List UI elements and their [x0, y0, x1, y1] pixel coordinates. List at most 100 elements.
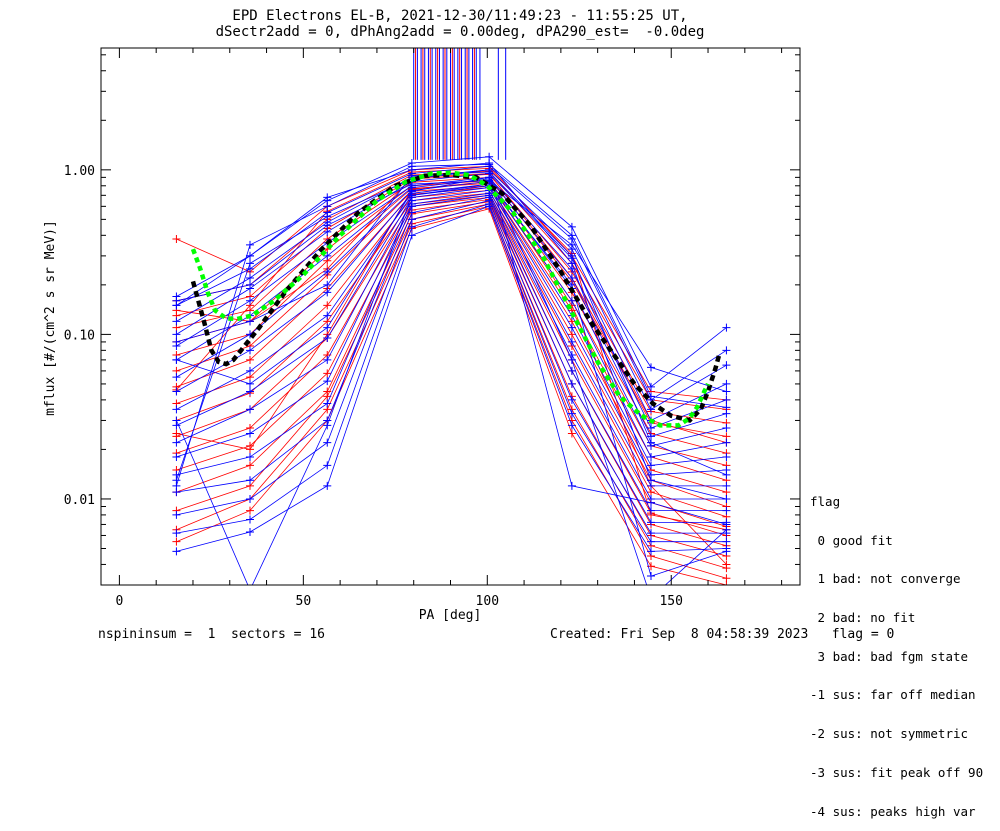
data-point-marker — [323, 193, 332, 202]
data-point-marker — [172, 429, 181, 438]
data-point-marker — [323, 212, 332, 221]
fit-curve-black — [190, 172, 722, 423]
series-line — [176, 189, 727, 507]
data-point-marker — [245, 296, 254, 305]
data-point-marker — [567, 481, 576, 490]
series-line — [176, 192, 727, 500]
data-point-marker — [172, 330, 181, 339]
data-point-marker — [567, 409, 576, 418]
data-point-marker — [722, 361, 731, 370]
data-point-marker — [245, 346, 254, 355]
footer-created-info: Created: Fri Sep 8 04:58:39 2023 flag = … — [550, 627, 895, 642]
data-point-marker — [172, 547, 181, 556]
data-point-marker — [567, 366, 576, 375]
series-line — [176, 162, 727, 500]
x-axis-label: PA [deg] — [419, 608, 482, 623]
data-point-marker — [323, 399, 332, 408]
series-line — [176, 183, 727, 585]
series-line — [176, 176, 727, 429]
data-point-marker — [567, 323, 576, 332]
data-point-marker — [172, 529, 181, 538]
data-point-marker — [172, 317, 181, 326]
data-point-marker — [722, 506, 731, 515]
data-point-marker — [567, 330, 576, 339]
data-point-marker — [323, 323, 332, 332]
data-point-marker — [722, 423, 731, 432]
data-point-marker — [647, 547, 656, 556]
data-point-marker — [485, 202, 494, 211]
data-point-marker — [323, 202, 332, 211]
series-line — [176, 173, 727, 443]
data-point-marker — [722, 438, 731, 447]
data-point-marker — [722, 581, 731, 585]
data-point-marker — [245, 387, 254, 396]
fit-layer — [190, 170, 722, 428]
data-point-marker — [407, 187, 416, 196]
data-point-marker — [485, 173, 494, 182]
data-point-marker — [245, 379, 254, 388]
x-tick-label: 150 — [659, 594, 682, 609]
x-tick-label: 100 — [476, 594, 499, 609]
series-line — [176, 170, 727, 410]
y-axis-label: mflux [#/(cm^2 s sr MeV)] — [43, 220, 58, 416]
data-point-marker — [722, 323, 731, 332]
data-point-marker — [323, 221, 332, 230]
data-point-marker — [647, 506, 656, 515]
flag-legend-item: -2 sus: not symmetric — [810, 726, 969, 742]
data-point-marker — [245, 515, 254, 524]
flag-legend-item: 1 bad: not converge — [810, 571, 961, 587]
x-tick-label: 50 — [296, 594, 312, 609]
data-point-marker — [407, 165, 416, 174]
footer-sectors-info: nspininsum = 1 sectors = 16 — [98, 627, 325, 642]
data-point-marker — [722, 574, 731, 583]
series-line — [176, 196, 727, 536]
data-point-marker — [245, 445, 254, 454]
data-point-marker — [245, 240, 254, 249]
x-tick-label: 0 — [115, 594, 123, 609]
data-point-marker — [407, 231, 416, 240]
series-line — [176, 176, 727, 585]
data-point-marker — [245, 274, 254, 283]
data-point-marker — [567, 231, 576, 240]
series-line — [176, 169, 727, 410]
flag-legend-title: flag — [810, 493, 841, 509]
data-point-marker — [323, 280, 332, 289]
data-point-marker — [323, 251, 332, 260]
data-point-marker — [245, 494, 254, 503]
data-point-marker — [172, 510, 181, 519]
series-line — [176, 192, 727, 518]
data-point-marker — [722, 537, 731, 546]
series-line — [176, 189, 727, 487]
data-point-marker — [245, 259, 254, 268]
data-point-marker — [647, 405, 656, 414]
series-line — [176, 180, 727, 447]
data-point-marker — [323, 369, 332, 378]
data-point-marker — [647, 382, 656, 391]
y-tick-label: 0.01 — [64, 493, 95, 508]
data-point-marker — [722, 387, 731, 396]
data-point-marker — [567, 355, 576, 364]
data-point-marker — [647, 452, 656, 461]
series-line — [176, 169, 727, 525]
series-line — [176, 171, 727, 476]
data-point-marker — [245, 476, 254, 485]
data-point-marker — [172, 301, 181, 310]
series-line — [176, 185, 727, 466]
series-line — [176, 194, 727, 527]
data-point-marker — [407, 215, 416, 224]
data-point-marker — [323, 288, 332, 297]
series-line — [176, 173, 727, 421]
data-point-marker — [567, 395, 576, 404]
data-point-marker — [647, 476, 656, 485]
data-point-marker — [407, 208, 416, 217]
data-point-marker — [722, 346, 731, 355]
data-point-marker — [722, 395, 731, 404]
series-line — [176, 208, 727, 585]
data-point-marker — [245, 461, 254, 470]
series-line — [176, 200, 727, 534]
data-point-marker — [172, 234, 181, 243]
flag-legend-item: -1 sus: far off median — [810, 687, 976, 703]
series-line — [176, 203, 727, 569]
data-point-marker — [245, 366, 254, 375]
data-point-marker — [647, 572, 656, 581]
